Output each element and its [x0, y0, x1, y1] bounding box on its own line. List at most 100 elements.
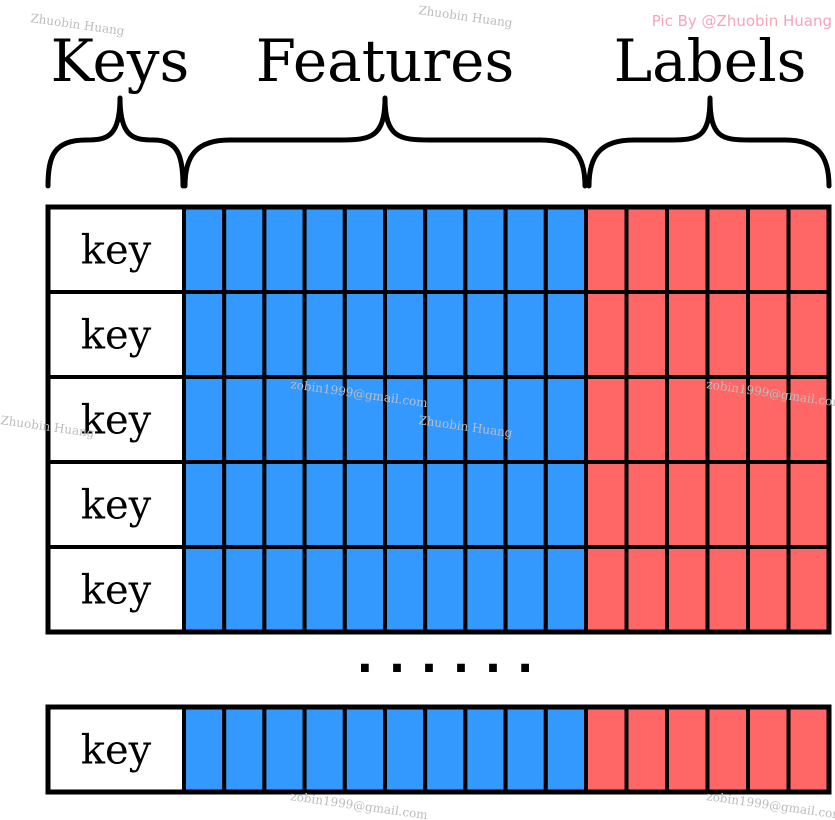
feature-cell: [463, 460, 508, 549]
feature-cell: [503, 460, 548, 549]
key-cell: [46, 205, 186, 294]
key-label: key: [81, 398, 152, 444]
feature-cell: [222, 460, 267, 549]
features-brace: [182, 95, 588, 189]
feature-cell: [262, 545, 307, 634]
table-row: key: [46, 545, 831, 634]
credit-text: Pic By @Zhuobin Huang: [652, 12, 832, 30]
label-cell: [786, 460, 831, 549]
feature-cell: [262, 290, 307, 379]
feature-cell: [503, 545, 548, 634]
table-row: key: [46, 375, 831, 464]
label-cell: [584, 205, 629, 294]
feature-cell: [463, 705, 508, 794]
feature-cell: [503, 290, 548, 379]
label-cell: [746, 545, 791, 634]
table-outline: [45, 704, 832, 795]
label-cell: [624, 460, 669, 549]
feature-cell: [463, 290, 508, 379]
feature-cell: [302, 460, 347, 549]
feature-cell: [302, 290, 347, 379]
feature-cell: [342, 460, 387, 549]
key-label: key: [81, 313, 152, 359]
feature-cell: [543, 460, 588, 549]
label-cell: [746, 205, 791, 294]
label-cell: [624, 705, 669, 794]
label-cell: [665, 545, 710, 634]
feature-cell: [262, 460, 307, 549]
feature-cell: [182, 290, 227, 379]
feature-cell: [423, 545, 468, 634]
heading-labels: Labels: [614, 27, 807, 95]
feature-cell: [463, 205, 508, 294]
keys-brace: [45, 95, 186, 189]
feature-cell: [302, 205, 347, 294]
feature-cell: [182, 705, 227, 794]
feature-cell: [383, 460, 428, 549]
feature-cell: [262, 205, 307, 294]
key-label: key: [81, 728, 152, 774]
feature-cell: [423, 290, 468, 379]
feature-cell: [222, 705, 267, 794]
feature-cell: [222, 545, 267, 634]
label-cell: [705, 545, 750, 634]
label-cell: [584, 705, 629, 794]
feature-cell: [302, 545, 347, 634]
feature-cell: [222, 375, 267, 464]
label-cell: [665, 290, 710, 379]
feature-cell: [423, 460, 468, 549]
feature-cell: [423, 375, 468, 464]
feature-cell: [543, 545, 588, 634]
heading-keys: Keys: [51, 27, 190, 95]
feature-cell: [222, 205, 267, 294]
table-row: key: [46, 705, 831, 794]
feature-cell: [423, 205, 468, 294]
feature-cell: [503, 705, 548, 794]
label-cell: [665, 705, 710, 794]
feature-cell: [182, 545, 227, 634]
feature-cell: [543, 375, 588, 464]
label-cell: [786, 205, 831, 294]
label-cell: [746, 460, 791, 549]
label-cell: [705, 460, 750, 549]
feature-cell: [543, 290, 588, 379]
table-outline: [45, 204, 832, 635]
label-cell: [584, 375, 629, 464]
label-cell: [665, 375, 710, 464]
table-row: key: [46, 460, 831, 549]
data-rows-bottom: key: [45, 704, 832, 795]
label-cell: [624, 545, 669, 634]
label-cell: [705, 290, 750, 379]
feature-cell: [503, 205, 548, 294]
label-cell: [624, 375, 669, 464]
label-cell: [705, 205, 750, 294]
feature-cell: [543, 705, 588, 794]
labels-brace: [586, 95, 832, 189]
key-label: key: [81, 483, 152, 529]
label-cell: [624, 205, 669, 294]
key-label: key: [81, 228, 152, 274]
feature-cell: [342, 205, 387, 294]
label-cell: [786, 290, 831, 379]
label-cell: [786, 545, 831, 634]
feature-cell: [182, 205, 227, 294]
label-cell: [584, 290, 629, 379]
feature-cell: [383, 290, 428, 379]
feature-cell: [463, 545, 508, 634]
feature-cell: [302, 705, 347, 794]
feature-cell: [182, 460, 227, 549]
feature-cell: [342, 705, 387, 794]
feature-cell: [503, 375, 548, 464]
label-cell: [665, 205, 710, 294]
feature-cell: [383, 205, 428, 294]
label-cell: [786, 705, 831, 794]
key-label: key: [81, 568, 152, 614]
label-cell: [624, 290, 669, 379]
feature-cell: [222, 290, 267, 379]
label-cell: [705, 705, 750, 794]
feature-cell: [262, 705, 307, 794]
feature-cell: [342, 545, 387, 634]
label-cell: [584, 460, 629, 549]
feature-cell: [423, 705, 468, 794]
feature-cell: [342, 290, 387, 379]
